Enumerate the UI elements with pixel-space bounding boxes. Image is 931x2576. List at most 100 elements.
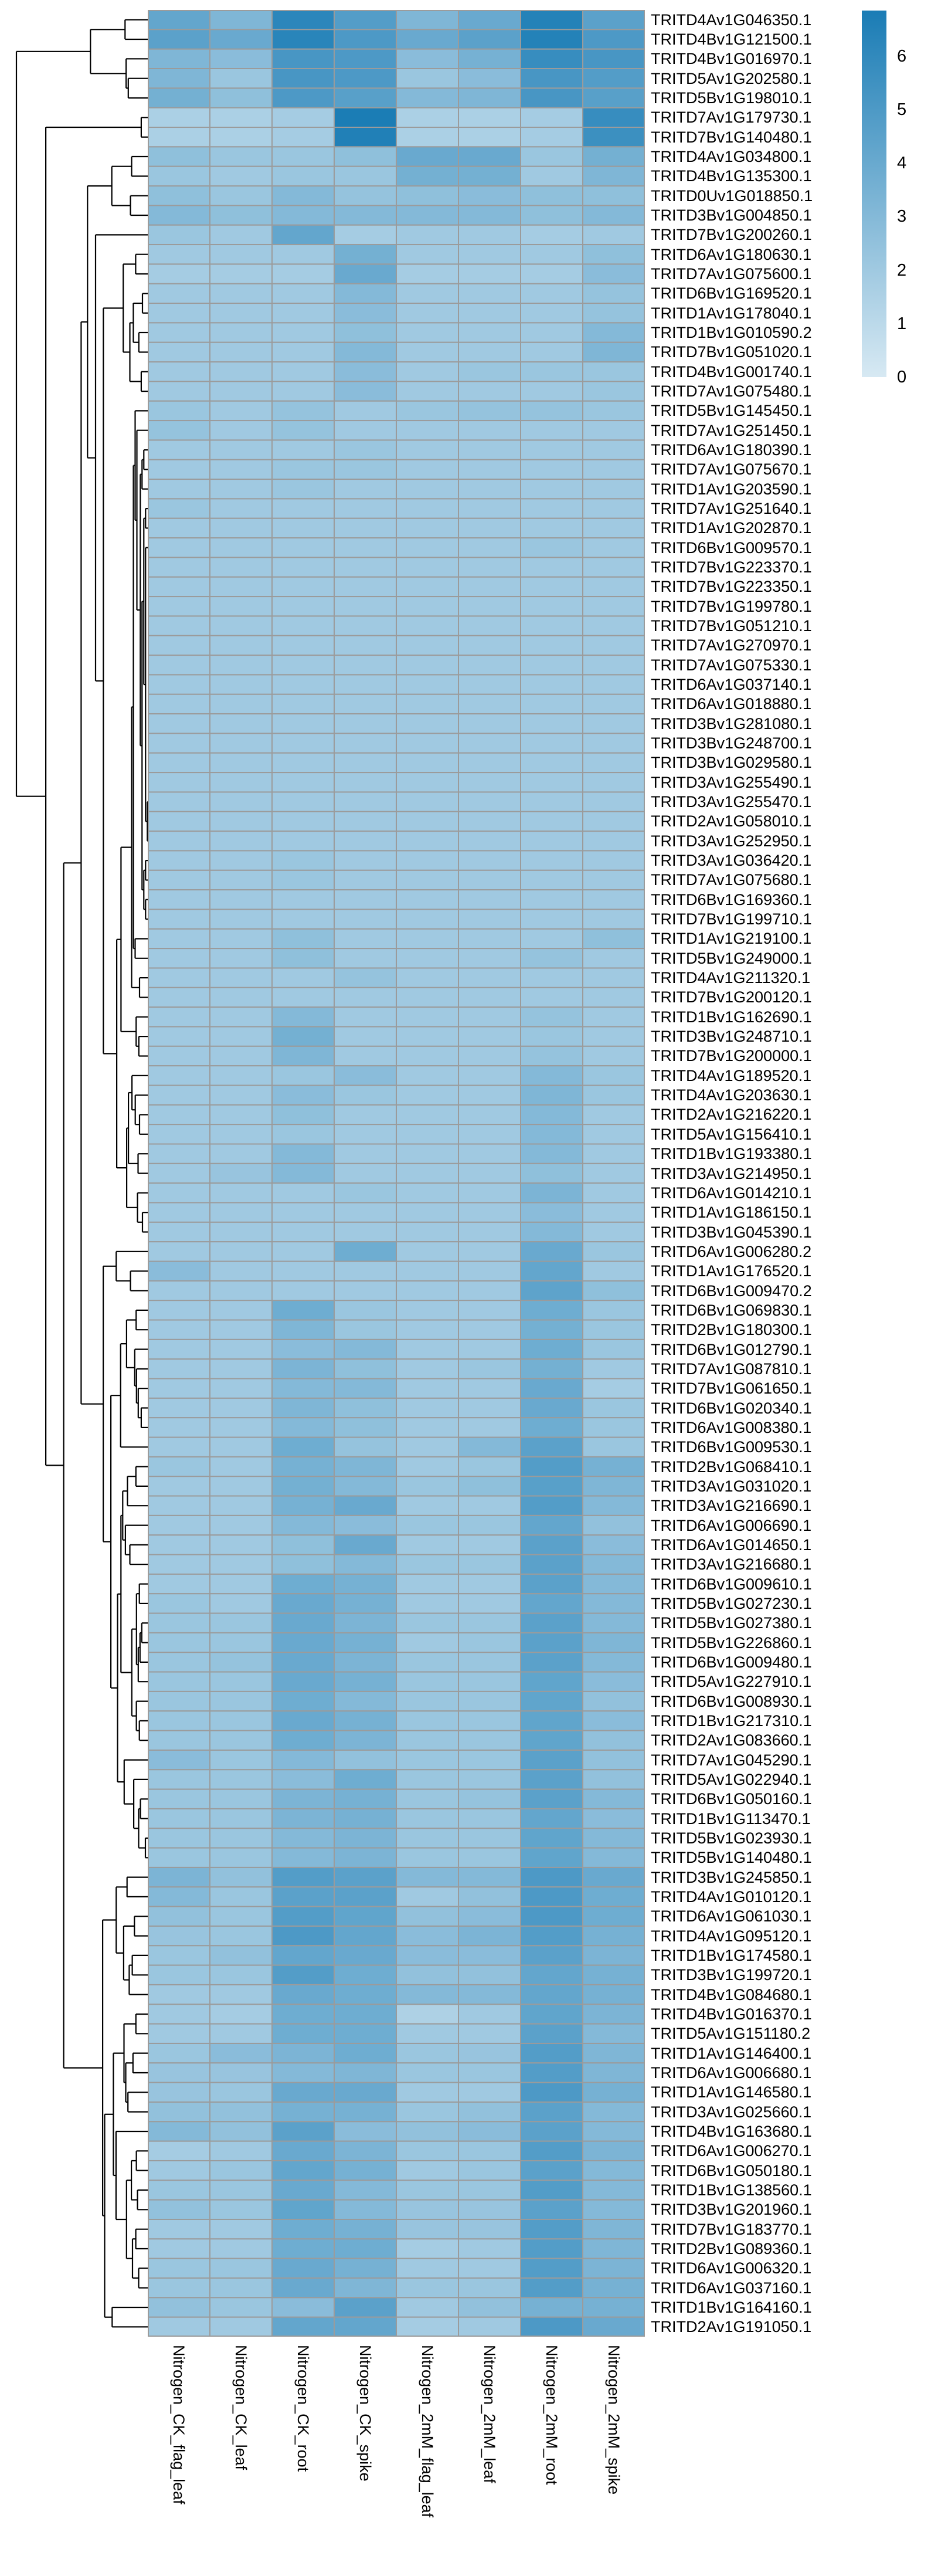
heatmap-cell [396, 2316, 459, 2337]
row-label: TRITD6Bv1G009480.1 [651, 1653, 812, 1671]
heatmap-cell [334, 869, 397, 891]
heatmap-cell [148, 2082, 210, 2103]
heatmap-cell [520, 557, 583, 578]
heatmap-cell [209, 303, 273, 324]
heatmap-cell [396, 2062, 459, 2083]
legend-tick-label: 6 [897, 46, 907, 66]
heatmap-cell [148, 713, 210, 734]
heatmap-cell [396, 283, 459, 304]
heatmap-cell [148, 1319, 210, 1340]
heatmap-cell [334, 1104, 397, 1126]
heatmap-cell [209, 596, 273, 617]
heatmap-cell [396, 1866, 459, 1888]
heatmap-cell [209, 185, 273, 206]
heatmap-cell [582, 165, 645, 187]
heatmap-cell [271, 283, 335, 304]
row-label: TRITD6Av1G006270.1 [651, 2142, 812, 2160]
heatmap-cell [396, 87, 459, 109]
heatmap-cell [458, 850, 521, 871]
heatmap-cell [458, 811, 521, 832]
heatmap-cell [271, 127, 335, 148]
heatmap-cell [582, 400, 645, 422]
heatmap-cell [271, 1280, 335, 1301]
heatmap-cell [148, 1788, 210, 1809]
heatmap-cell [520, 1476, 583, 1497]
heatmap-cell [458, 1417, 521, 1438]
heatmap-cell [209, 635, 273, 656]
heatmap-cell [520, 185, 583, 206]
heatmap-cell [458, 29, 521, 50]
heatmap-cell [334, 1143, 397, 1164]
heatmap-cell [148, 2277, 210, 2299]
heatmap-cell [458, 1221, 521, 1243]
heatmap-cell [396, 1300, 459, 1321]
heatmap-cell [520, 48, 583, 70]
row-label: TRITD1Av1G146580.1 [651, 2083, 812, 2102]
heatmap-cell [396, 459, 459, 480]
row-label: TRITD7Av1G045290.1 [651, 1751, 812, 1769]
heatmap-cell [520, 1065, 583, 1086]
heatmap-cell [148, 1436, 210, 1458]
heatmap-cell [209, 459, 273, 480]
heatmap-cell [582, 1495, 645, 1516]
heatmap-cell [271, 1104, 335, 1126]
heatmap-cell [458, 1514, 521, 1536]
heatmap-cell [334, 1436, 397, 1458]
heatmap-cell [334, 2277, 397, 2299]
heatmap-cell [148, 850, 210, 871]
heatmap-cell [334, 165, 397, 187]
heatmap-cell [458, 361, 521, 382]
heatmap-cell [396, 889, 459, 910]
heatmap-cell [520, 322, 583, 343]
heatmap-cell [209, 2004, 273, 2025]
heatmap-cell [209, 1338, 273, 1360]
heatmap-cell [582, 498, 645, 519]
heatmap-cell [209, 1866, 273, 1888]
heatmap-cell [148, 361, 210, 382]
heatmap-cell [520, 1436, 583, 1458]
heatmap-cell [458, 224, 521, 246]
heatmap-cell [396, 1886, 459, 1907]
heatmap-cell [582, 459, 645, 480]
row-label: TRITD2Bv1G068410.1 [651, 1458, 812, 1476]
heatmap-cell [582, 2218, 645, 2240]
heatmap-cell [396, 1945, 459, 1966]
heatmap-cell [582, 967, 645, 988]
heatmap-cell [458, 1319, 521, 1340]
heatmap-cell [209, 1202, 273, 1223]
heatmap-cell [209, 869, 273, 891]
row-label: TRITD3Av1G214950.1 [651, 1164, 812, 1182]
heatmap-cell [148, 557, 210, 578]
heatmap-cell [520, 1124, 583, 1145]
heatmap-cell [334, 2101, 397, 2123]
heatmap-cell [209, 1260, 273, 1282]
heatmap-cell [148, 224, 210, 246]
heatmap-cell [396, 909, 459, 930]
heatmap-cell [209, 165, 273, 187]
heatmap-cell [582, 1749, 645, 1771]
heatmap-cell [582, 127, 645, 148]
heatmap-cell [209, 752, 273, 774]
heatmap-cell [520, 283, 583, 304]
heatmap-cell [271, 1945, 335, 1966]
heatmap-cell [396, 1417, 459, 1438]
heatmap-cell [334, 1397, 397, 1419]
heatmap-cell [271, 303, 335, 324]
heatmap-cell [396, 1124, 459, 1145]
heatmap-cell [271, 2258, 335, 2279]
heatmap-cell [582, 831, 645, 852]
heatmap-cell [458, 1652, 521, 1673]
heatmap-cell [148, 1730, 210, 1751]
heatmap-cell [458, 2180, 521, 2201]
row-label: TRITD7Bv1G199710.1 [651, 910, 812, 928]
heatmap-cell [209, 772, 273, 793]
heatmap-cell [148, 1300, 210, 1321]
heatmap-cell [148, 1378, 210, 1399]
heatmap-cell [334, 1593, 397, 1614]
heatmap-cell [334, 2238, 397, 2259]
row-label: TRITD6Av1G018880.1 [651, 695, 812, 713]
heatmap-cell [396, 165, 459, 187]
heatmap-cell [582, 2140, 645, 2161]
heatmap-cell [396, 850, 459, 871]
heatmap-cell [396, 1084, 459, 1106]
